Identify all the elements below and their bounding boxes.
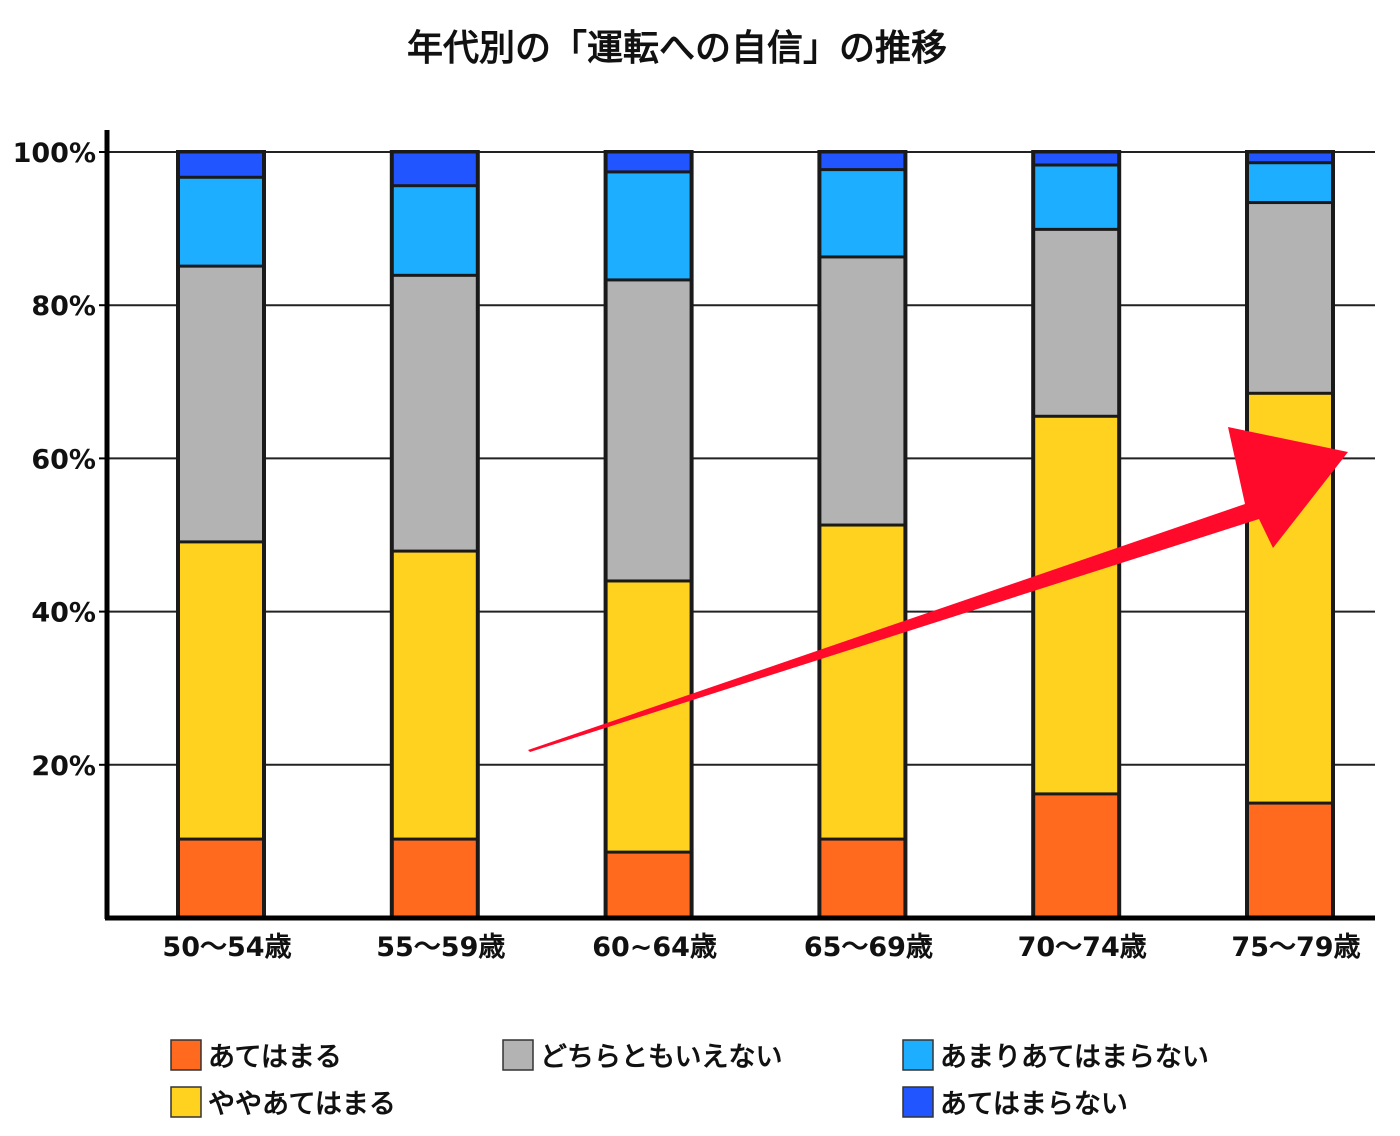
bar-segment [821, 171, 904, 256]
bar-segment [821, 526, 904, 838]
legend-swatch [170, 1086, 202, 1118]
trend-arrow [528, 427, 1348, 752]
bar-segment [393, 552, 476, 838]
axes [104, 130, 1375, 921]
x-tick-label: 55〜59歳 [376, 932, 505, 963]
y-tick-label: 80% [31, 291, 96, 322]
bar-segment [180, 178, 262, 265]
bar-segment [821, 840, 904, 917]
bar-stack [817, 150, 908, 918]
bar-segment [607, 281, 690, 580]
legend-swatch [170, 1039, 202, 1071]
legend-item: あてはまる [170, 1039, 342, 1073]
bar-segment [180, 543, 262, 838]
y-tick-label: 40% [31, 598, 96, 629]
x-tick-label: 75〜79歳 [1231, 932, 1360, 963]
bar-segment [1249, 804, 1331, 917]
legend-label: あてはまる [208, 1042, 342, 1073]
y-tick-label: 20% [31, 751, 96, 782]
bar-segment [180, 153, 262, 176]
bar-stack [1031, 150, 1122, 918]
bar-segment [180, 840, 262, 917]
bar-stack [603, 150, 694, 918]
x-tick-label: 65〜69歳 [804, 932, 933, 963]
legend-label: ややあてはまる [208, 1089, 396, 1120]
legend-swatch [502, 1039, 534, 1071]
trend-arrow-icon [528, 427, 1348, 752]
bar-segment [1035, 230, 1118, 415]
legend-item: どちらともいえない [502, 1039, 782, 1073]
x-tick-label: 50〜54歳 [162, 932, 291, 963]
legend-swatch [902, 1086, 934, 1118]
bar-stack [1245, 150, 1335, 918]
y-tick-label: 100% [13, 138, 96, 169]
legend-label: あてはまらない [940, 1089, 1128, 1120]
bar-segment [1249, 204, 1331, 392]
y-tick-labels: 20% 40% 60% 80% 100% [13, 138, 96, 782]
bar-segment [821, 153, 904, 169]
bar-segment [180, 267, 262, 541]
bar-stack [176, 150, 266, 918]
legend-item: あてはまらない [902, 1086, 1128, 1120]
bar-segment [1035, 166, 1118, 228]
bar-segment [607, 853, 690, 917]
bar-segment [393, 187, 476, 274]
bars [176, 150, 1335, 918]
x-tick-label: 60~64歳 [592, 932, 717, 963]
bar-segment [393, 840, 476, 917]
bar-segment [821, 258, 904, 524]
x-tick-label: 70〜74歳 [1018, 932, 1147, 963]
bar-segment [607, 173, 690, 279]
y-tick-label: 60% [31, 444, 96, 475]
legend-label: あまりあてはまらない [940, 1042, 1209, 1073]
x-tick-labels: 50〜54歳 55〜59歳 60~64歳 65〜69歳 70〜74歳 75〜79歳 [162, 932, 1360, 963]
bar-segment [607, 153, 690, 171]
legend-item: あまりあてはまらない [902, 1039, 1209, 1073]
bar-segment [1249, 164, 1331, 202]
bar-segment [393, 276, 476, 550]
bar-stack [389, 150, 480, 918]
bar-segment [1249, 153, 1331, 162]
bar-segment [393, 153, 476, 185]
gridlines [99, 151, 1375, 766]
chart-title: 年代別の「運転への自信」の推移 [407, 28, 947, 69]
legend-item: ややあてはまる [170, 1086, 396, 1120]
bar-segment [1035, 153, 1118, 164]
legend-label: どちらともいえない [540, 1042, 782, 1073]
bar-segment [1035, 795, 1118, 917]
bar-segment [607, 582, 690, 851]
bar-segment [1035, 417, 1118, 793]
legend-swatch [902, 1039, 934, 1071]
